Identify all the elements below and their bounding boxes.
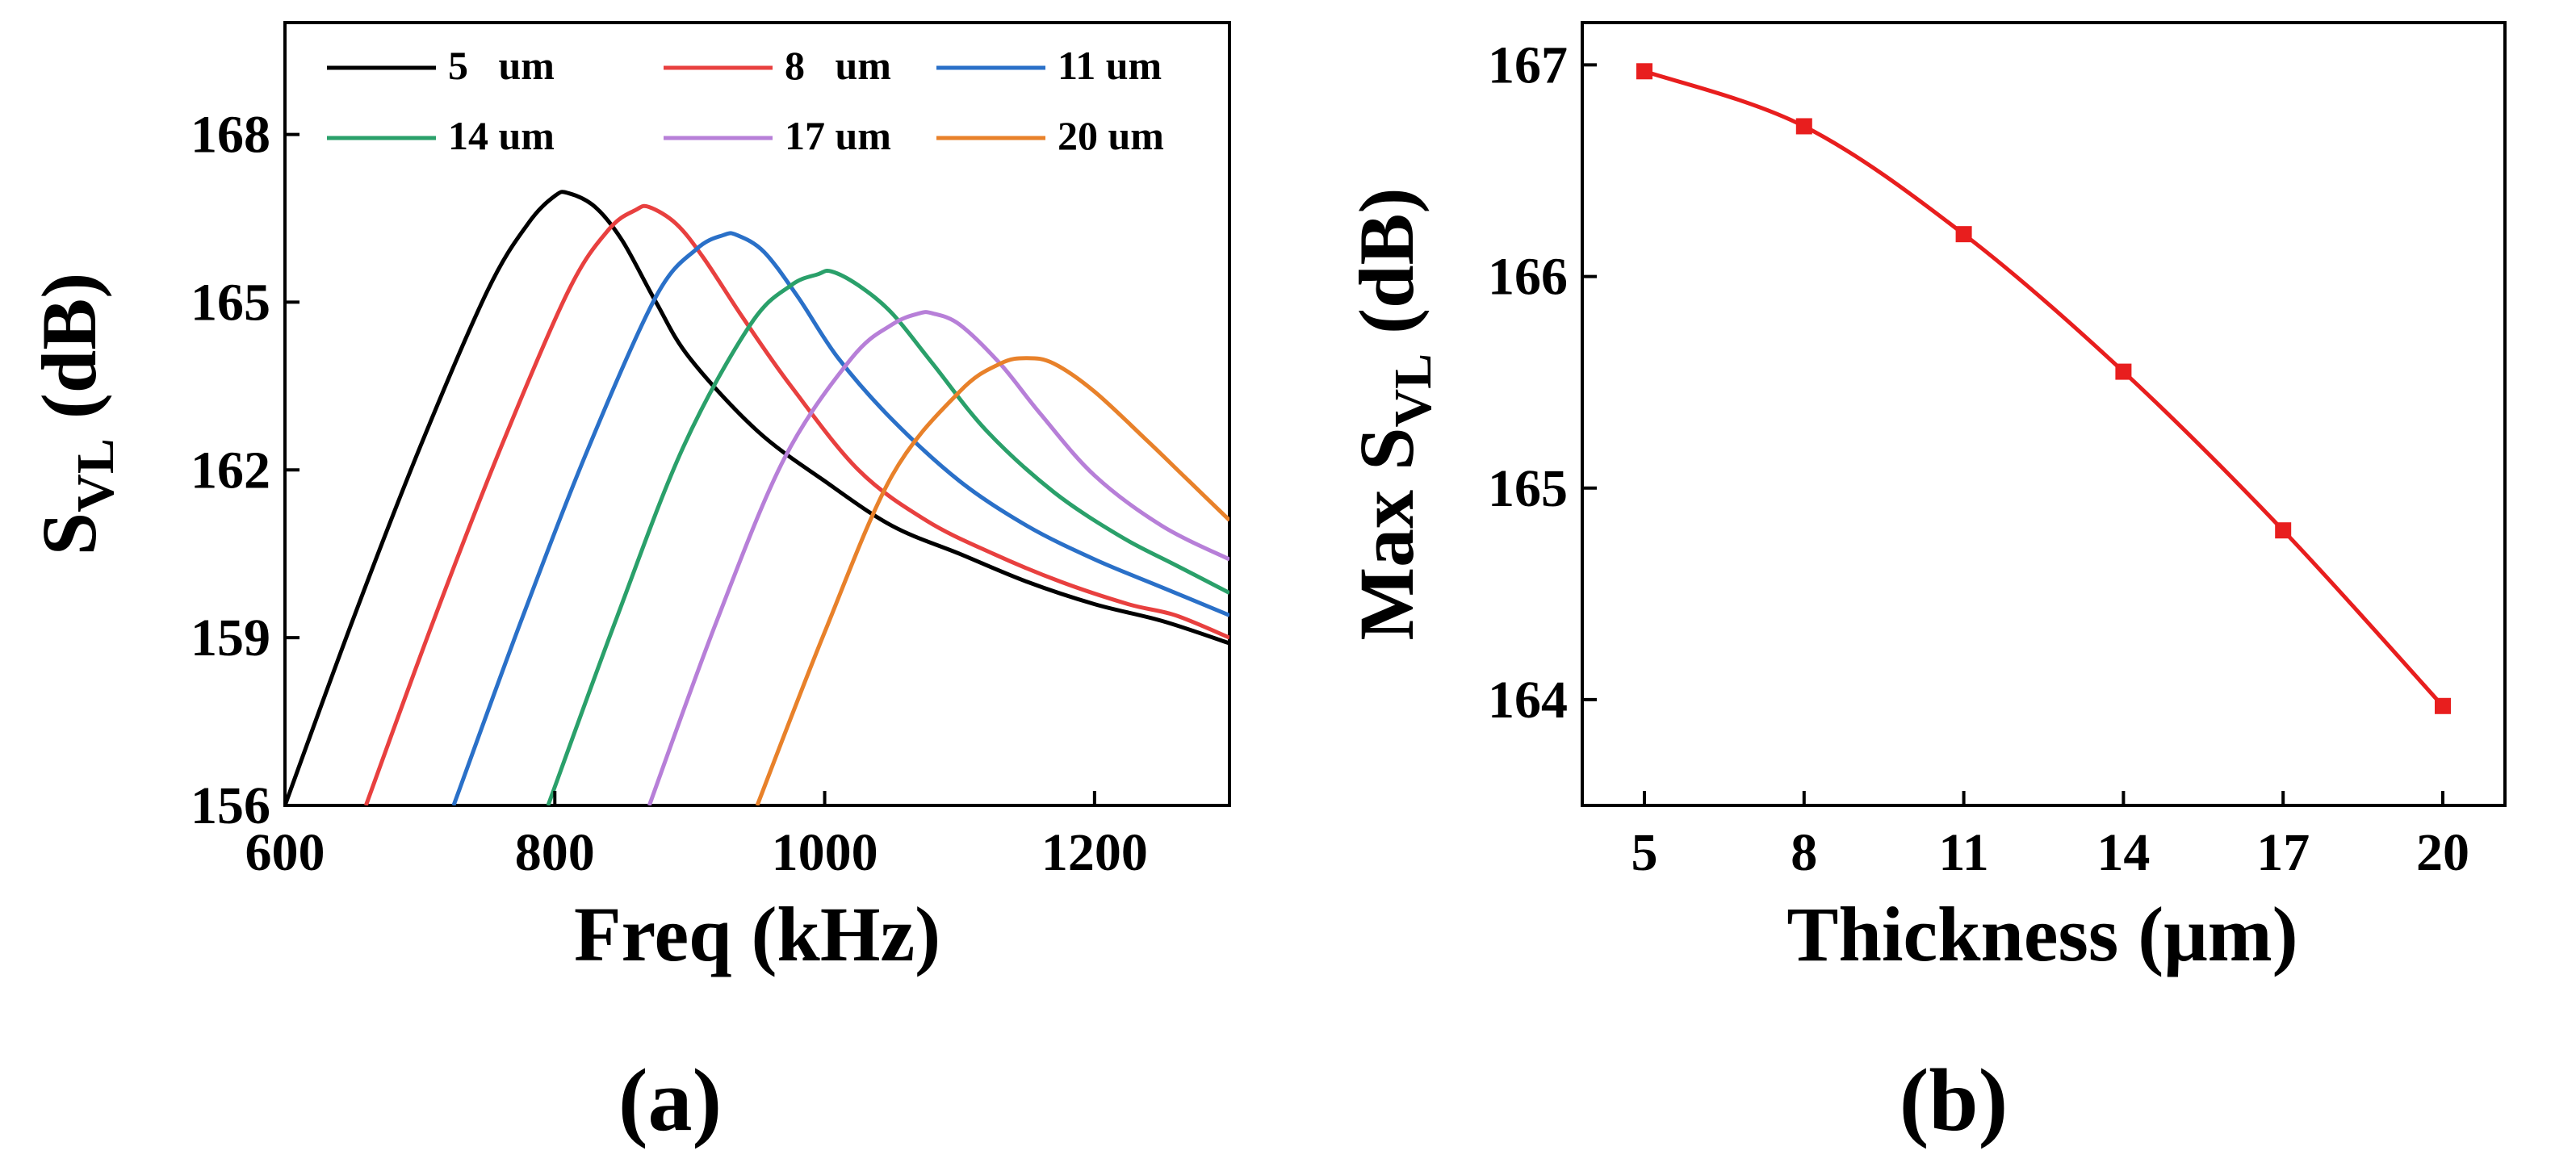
x-tick-label: 14 xyxy=(2096,823,2150,882)
legend-label-11-um: 11 um xyxy=(1058,43,1162,88)
x-ticks-a: 600 800 1000 1200 xyxy=(245,791,1148,882)
panel-b: 5 8 11 14 17 20 164 165 166 167 Thickness (μm) M… xyxy=(1343,21,2507,1149)
x-tick-label: 600 xyxy=(245,823,325,882)
y-tick-label: 159 xyxy=(191,609,270,667)
data-point-marker xyxy=(1795,118,1812,135)
x-axis-label-b: Thickness (μm) xyxy=(1786,891,2297,977)
legend-label-17-um: 17 um xyxy=(785,113,891,158)
y-ticks-b: 164 165 166 167 xyxy=(1488,36,1597,730)
series-line-8-um xyxy=(363,203,1229,805)
legend-label-5-um: 5 um xyxy=(448,43,555,88)
series-line-14-um xyxy=(546,268,1229,805)
data-point-marker xyxy=(2115,363,2132,380)
series-line-11-um xyxy=(451,231,1229,805)
y-tick-label: 165 xyxy=(191,273,270,332)
legend-a: 5 um 8 um 11 um 14 um 17 um 20 um xyxy=(327,43,1164,158)
x-tick-label: 20 xyxy=(2416,823,2469,882)
panel-a: 600 800 1000 1200 156 159 162 165 168 5 um 8 um 1… xyxy=(26,21,1231,1149)
series-lines-b xyxy=(1636,63,2451,714)
x-tick-label: 800 xyxy=(515,823,595,882)
y-tick-label: 166 xyxy=(1488,248,1568,307)
series-line-max-svl xyxy=(1644,69,2444,708)
x-tick-label: 17 xyxy=(2256,823,2310,882)
x-tick-label: 8 xyxy=(1791,823,1817,882)
data-point-marker xyxy=(2275,522,2292,539)
y-ticks-a: 156 159 162 165 168 xyxy=(191,106,299,835)
data-point-marker xyxy=(1636,63,1652,80)
x-tick-label: 5 xyxy=(1631,823,1658,882)
y-tick-label: 164 xyxy=(1488,671,1568,730)
y-axis-label-b: Max SVL (dB) xyxy=(1343,187,1443,640)
plot-frame-b xyxy=(1581,21,2507,807)
y-tick-label: 165 xyxy=(1488,459,1568,518)
x-tick-label: 11 xyxy=(1938,823,1988,882)
legend-label-20-um: 20 um xyxy=(1058,113,1164,158)
x-tick-label: 1000 xyxy=(772,823,878,882)
series-line-20-um xyxy=(755,356,1229,805)
series-lines-a xyxy=(285,190,1229,805)
x-axis-label-a: Freq (kHz) xyxy=(574,891,940,977)
data-point-marker xyxy=(1955,226,1972,243)
y-tick-label: 156 xyxy=(191,776,270,835)
panel-label-b: (b) xyxy=(1900,1051,2008,1149)
series-line-17-um xyxy=(647,310,1229,805)
y-tick-label: 167 xyxy=(1488,36,1568,94)
data-point-marker xyxy=(2435,697,2451,714)
legend-label-8-um: 8 um xyxy=(785,43,891,88)
y-axis-label-a: SVL (dB) xyxy=(26,273,125,555)
legend-label-14-um: 14 um xyxy=(448,113,555,158)
y-tick-label: 168 xyxy=(191,106,270,165)
series-line-5-um xyxy=(285,190,1229,805)
y-tick-label: 162 xyxy=(191,441,270,500)
panel-label-a: (a) xyxy=(618,1051,722,1149)
x-ticks-b: 5 8 11 14 17 20 xyxy=(1631,791,2469,882)
x-tick-label: 1200 xyxy=(1041,823,1148,882)
